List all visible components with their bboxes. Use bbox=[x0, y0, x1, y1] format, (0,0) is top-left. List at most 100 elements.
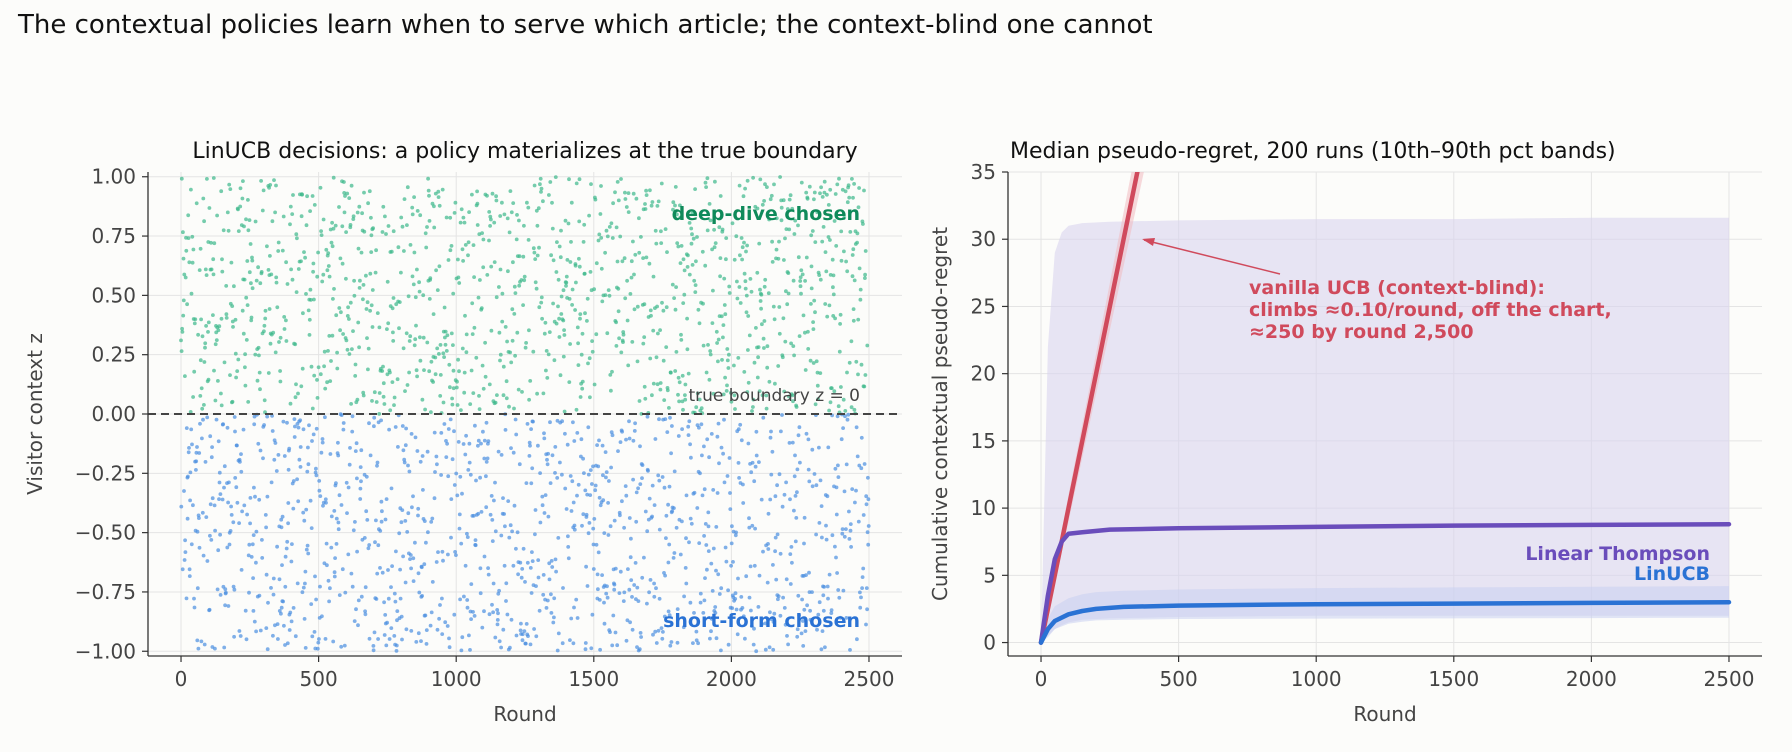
point-deep-dive bbox=[865, 343, 870, 348]
point-deep-dive bbox=[481, 386, 486, 391]
point-short-form bbox=[547, 561, 552, 566]
point-deep-dive bbox=[355, 210, 360, 215]
point-deep-dive bbox=[551, 301, 555, 306]
point-short-form bbox=[611, 613, 616, 618]
point-short-form bbox=[204, 515, 209, 519]
point-deep-dive bbox=[658, 328, 662, 332]
point-short-form bbox=[591, 464, 595, 469]
point-deep-dive bbox=[319, 233, 324, 238]
point-short-form bbox=[184, 426, 189, 430]
point-short-form bbox=[665, 430, 670, 434]
point-short-form bbox=[285, 641, 290, 646]
point-deep-dive bbox=[743, 279, 748, 284]
point-short-form bbox=[216, 548, 221, 553]
point-deep-dive bbox=[743, 186, 747, 191]
point-short-form bbox=[496, 591, 501, 596]
point-short-form bbox=[858, 605, 863, 610]
point-deep-dive bbox=[238, 186, 243, 191]
point-short-form bbox=[426, 530, 430, 535]
point-short-form bbox=[603, 450, 608, 454]
point-deep-dive bbox=[307, 333, 312, 337]
point-deep-dive bbox=[562, 328, 566, 332]
point-deep-dive bbox=[832, 389, 837, 394]
point-short-form bbox=[529, 591, 534, 595]
point-short-form bbox=[459, 648, 464, 653]
point-deep-dive bbox=[791, 344, 796, 348]
point-short-form bbox=[795, 467, 800, 472]
point-deep-dive bbox=[403, 389, 407, 393]
point-short-form bbox=[617, 591, 622, 595]
point-short-form bbox=[256, 441, 261, 446]
point-deep-dive bbox=[792, 232, 797, 236]
point-short-form bbox=[608, 524, 613, 529]
point-short-form bbox=[422, 519, 427, 523]
point-deep-dive bbox=[318, 372, 323, 377]
point-deep-dive bbox=[438, 394, 443, 398]
point-deep-dive bbox=[507, 404, 511, 409]
point-short-form bbox=[281, 599, 285, 604]
point-short-form bbox=[609, 430, 614, 435]
point-deep-dive bbox=[489, 328, 494, 333]
point-short-form bbox=[303, 581, 307, 586]
point-deep-dive bbox=[710, 321, 715, 325]
point-short-form bbox=[209, 455, 214, 460]
point-deep-dive bbox=[793, 218, 798, 223]
point-short-form bbox=[382, 633, 387, 637]
point-short-form bbox=[318, 494, 323, 498]
point-deep-dive bbox=[289, 267, 293, 272]
point-short-form bbox=[792, 508, 796, 513]
point-deep-dive bbox=[543, 320, 548, 325]
point-deep-dive bbox=[463, 243, 468, 247]
point-short-form bbox=[251, 576, 256, 580]
point-deep-dive bbox=[812, 197, 816, 202]
point-deep-dive bbox=[556, 304, 560, 309]
point-deep-dive bbox=[589, 182, 593, 187]
point-deep-dive bbox=[180, 326, 185, 331]
point-short-form bbox=[659, 626, 664, 630]
point-short-form bbox=[591, 567, 596, 571]
point-short-form bbox=[541, 573, 546, 577]
point-short-form bbox=[684, 493, 689, 498]
point-deep-dive bbox=[697, 397, 702, 402]
point-deep-dive bbox=[748, 277, 753, 281]
point-short-form bbox=[513, 417, 518, 422]
point-short-form bbox=[413, 435, 418, 440]
y-tick-label: 35 bbox=[971, 160, 996, 184]
point-deep-dive bbox=[249, 281, 253, 286]
point-short-form bbox=[633, 421, 637, 426]
point-short-form bbox=[271, 576, 276, 581]
point-short-form bbox=[769, 429, 773, 434]
point-deep-dive bbox=[857, 186, 861, 190]
point-short-form bbox=[706, 510, 711, 515]
point-deep-dive bbox=[542, 331, 547, 336]
point-deep-dive bbox=[309, 364, 314, 369]
point-deep-dive bbox=[345, 347, 350, 352]
point-deep-dive bbox=[841, 397, 846, 402]
point-deep-dive bbox=[206, 330, 210, 334]
point-short-form bbox=[313, 574, 317, 579]
point-short-form bbox=[538, 471, 542, 475]
point-short-form bbox=[378, 566, 382, 570]
point-deep-dive bbox=[512, 284, 517, 289]
point-short-form bbox=[794, 516, 799, 520]
point-deep-dive bbox=[502, 212, 507, 217]
point-deep-dive bbox=[784, 289, 788, 294]
point-deep-dive bbox=[427, 297, 432, 301]
point-deep-dive bbox=[553, 175, 558, 180]
point-deep-dive bbox=[489, 217, 493, 222]
point-short-form bbox=[440, 596, 444, 601]
y-tick-label: 0.00 bbox=[91, 402, 136, 426]
point-deep-dive bbox=[278, 335, 283, 340]
point-short-form bbox=[314, 473, 319, 478]
point-deep-dive bbox=[725, 383, 729, 388]
point-short-form bbox=[313, 470, 318, 475]
point-short-form bbox=[416, 631, 421, 636]
point-short-form bbox=[664, 536, 668, 540]
point-deep-dive bbox=[224, 312, 229, 317]
point-short-form bbox=[656, 473, 661, 478]
point-deep-dive bbox=[456, 357, 460, 362]
point-deep-dive bbox=[284, 318, 288, 323]
point-short-form bbox=[290, 542, 294, 546]
point-deep-dive bbox=[557, 335, 562, 339]
point-short-form bbox=[260, 556, 265, 560]
